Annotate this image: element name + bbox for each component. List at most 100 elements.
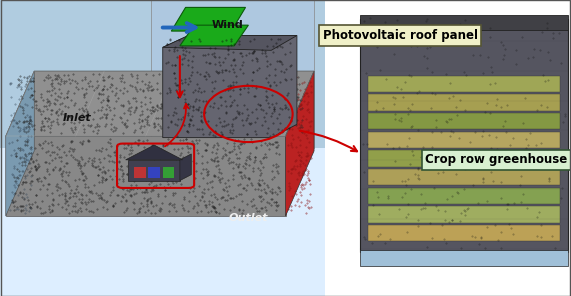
Point (288, 144, 297, 149)
Point (31, 146, 40, 150)
Point (208, 145, 217, 150)
Point (253, 115, 262, 119)
Point (146, 96, 155, 100)
Point (147, 200, 156, 205)
Point (29, 123, 38, 127)
Point (163, 125, 172, 130)
Point (283, 86, 292, 91)
Point (421, 19, 430, 23)
Point (192, 128, 202, 133)
Point (163, 154, 172, 158)
Point (226, 207, 235, 212)
Point (491, 223, 500, 227)
Point (119, 154, 128, 159)
Point (272, 200, 281, 205)
Point (19, 126, 28, 131)
Point (94, 83, 103, 88)
Point (128, 170, 137, 174)
Point (9, 148, 18, 152)
Point (230, 107, 239, 112)
Point (15, 147, 25, 152)
Point (389, 102, 399, 106)
Point (61, 200, 70, 205)
Point (286, 86, 295, 91)
Point (11, 120, 21, 125)
Point (65, 184, 74, 189)
Point (44, 203, 53, 208)
Point (68, 130, 77, 134)
Point (171, 75, 180, 79)
Point (22, 179, 31, 184)
Point (231, 152, 240, 156)
Point (297, 107, 306, 111)
Point (255, 183, 264, 188)
Point (222, 197, 231, 202)
Point (184, 58, 193, 62)
Point (272, 105, 282, 110)
Point (199, 89, 208, 94)
Point (532, 143, 541, 147)
Point (176, 73, 185, 78)
Point (130, 108, 139, 112)
Point (108, 204, 118, 208)
Point (126, 186, 135, 191)
Point (50, 150, 59, 155)
Point (123, 172, 132, 176)
Point (159, 150, 168, 155)
Point (25, 117, 34, 122)
Point (249, 94, 258, 99)
Point (237, 63, 246, 67)
Point (434, 208, 443, 213)
Point (242, 93, 251, 97)
Point (14, 161, 23, 165)
Point (225, 130, 234, 135)
Point (227, 78, 236, 83)
Point (22, 139, 31, 144)
Point (263, 142, 272, 147)
Point (160, 129, 169, 134)
Point (37, 112, 46, 117)
Point (296, 107, 305, 112)
Point (244, 120, 254, 125)
Point (42, 192, 51, 197)
Point (186, 118, 195, 122)
Point (220, 119, 229, 123)
Point (272, 203, 281, 207)
Point (83, 123, 93, 127)
Point (10, 111, 19, 116)
Point (256, 206, 266, 211)
Point (251, 94, 260, 98)
Point (286, 77, 295, 82)
Point (200, 53, 210, 58)
Point (496, 229, 505, 234)
Polygon shape (6, 136, 286, 216)
Point (262, 53, 271, 58)
Point (242, 202, 251, 206)
Point (284, 184, 293, 188)
Point (255, 93, 264, 98)
Point (30, 127, 39, 131)
Point (214, 102, 223, 106)
Point (26, 154, 35, 158)
Point (150, 124, 159, 128)
Point (106, 85, 115, 89)
Point (233, 143, 242, 148)
Point (163, 137, 172, 141)
Point (284, 127, 293, 132)
Point (13, 120, 22, 125)
Point (488, 70, 497, 75)
Point (257, 188, 266, 192)
Point (127, 142, 136, 147)
Point (363, 141, 372, 146)
Point (233, 96, 242, 101)
Point (202, 77, 211, 81)
Point (203, 87, 212, 92)
Point (219, 186, 228, 191)
Point (493, 237, 502, 242)
Point (430, 92, 439, 97)
Point (67, 209, 77, 214)
Point (64, 114, 73, 119)
Point (502, 130, 511, 135)
Point (170, 46, 179, 51)
Point (286, 141, 295, 145)
